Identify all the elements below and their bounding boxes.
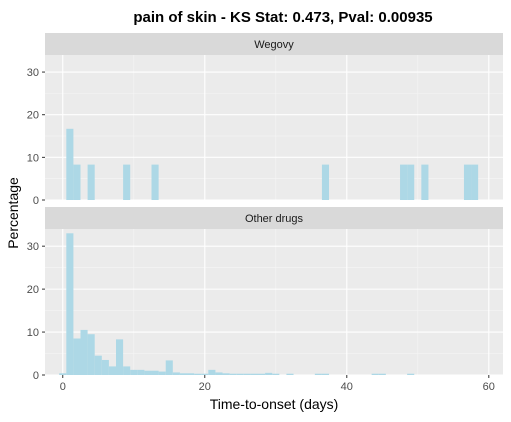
histogram-bar [123, 366, 131, 375]
strip-label: Wegovy [254, 39, 294, 51]
y-tick-label: 0 [33, 195, 39, 207]
histogram-bar [250, 373, 259, 375]
histogram-bar [94, 355, 102, 375]
histogram-bar [258, 373, 266, 375]
y-tick-label: 20 [27, 110, 39, 122]
histogram-bar [108, 366, 117, 375]
x-tick-label: 20 [199, 381, 211, 393]
histogram-bar [137, 369, 145, 375]
histogram-bar [407, 164, 415, 200]
histogram-bar [321, 164, 330, 200]
histogram-bar [471, 164, 479, 200]
histogram-bar [400, 164, 408, 200]
x-tick-label: 0 [60, 381, 66, 393]
histogram-bar [151, 164, 159, 200]
strip-label: Other drugs [245, 213, 304, 225]
histogram-bar [286, 373, 294, 375]
strip-other-drugs [45, 207, 503, 229]
histogram-bar [87, 164, 95, 200]
histogram-bar [179, 373, 188, 375]
histogram-bar [229, 373, 237, 375]
histogram-bar [73, 164, 81, 200]
histogram-bar [80, 329, 88, 375]
histogram-bar [463, 164, 472, 200]
histogram-bar [172, 372, 180, 375]
facet-wegovy: Wegovy 0 10 20 30 [27, 33, 503, 207]
histogram-bar [236, 373, 244, 375]
chart-title: pain of skin - KS Stat: 0.473, Pval: 0.0… [133, 9, 432, 26]
histogram-bar [265, 372, 273, 375]
histogram-bar [215, 372, 223, 375]
histogram-bar [66, 128, 74, 200]
panel-background [45, 55, 503, 200]
histogram-bar [378, 373, 386, 375]
histogram-bar [222, 373, 230, 375]
histogram-bar [421, 164, 429, 200]
histogram-bar [158, 371, 166, 375]
histogram-bar [101, 359, 109, 375]
facet-panels: Wegovy 0 10 20 30 Other drugs 0 10 20 30 [27, 33, 503, 382]
histogram-bar [87, 334, 95, 375]
histogram-bar [201, 373, 209, 375]
histogram-bar [123, 164, 131, 200]
y-tick-label: 20 [27, 284, 39, 296]
y-tick-label: 10 [27, 327, 39, 339]
x-tick-label: 60 [483, 381, 495, 393]
x-tick-label: 40 [341, 381, 353, 393]
histogram-bar [165, 360, 173, 375]
histogram-bar [59, 373, 67, 375]
histogram-bar [314, 373, 322, 375]
histogram-bar [151, 370, 159, 375]
strip-wegovy [45, 33, 503, 55]
histogram-bar [194, 373, 202, 375]
y-tick-label: 0 [33, 370, 39, 382]
histogram-bar [371, 373, 379, 375]
y-tick-label: 30 [27, 241, 39, 253]
histogram-bar [272, 373, 280, 375]
histogram-bar [144, 370, 152, 375]
histogram-bar [321, 373, 330, 375]
panel-background [45, 229, 503, 375]
histogram-bar [66, 233, 74, 375]
histogram-bar [73, 338, 81, 375]
y-tick-label: 10 [27, 152, 39, 164]
y-axis-title: Percentage [5, 177, 21, 249]
histogram-bar [407, 373, 415, 375]
histogram-bar [243, 373, 251, 375]
histogram-bar [187, 373, 195, 375]
histogram-bar [130, 369, 138, 375]
y-tick-label: 30 [27, 67, 39, 79]
histogram-bar [208, 369, 216, 375]
histogram-bar [116, 339, 124, 375]
x-axis-title: Time-to-onset (days) [210, 396, 339, 412]
x-axis: 0 20 40 60 [60, 375, 495, 393]
facet-other-drugs: Other drugs 0 10 20 30 [27, 207, 503, 382]
